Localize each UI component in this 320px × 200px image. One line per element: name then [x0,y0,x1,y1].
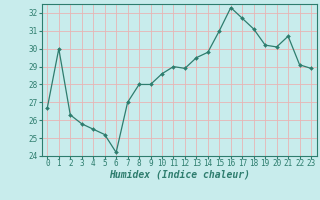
X-axis label: Humidex (Indice chaleur): Humidex (Indice chaleur) [109,169,250,179]
